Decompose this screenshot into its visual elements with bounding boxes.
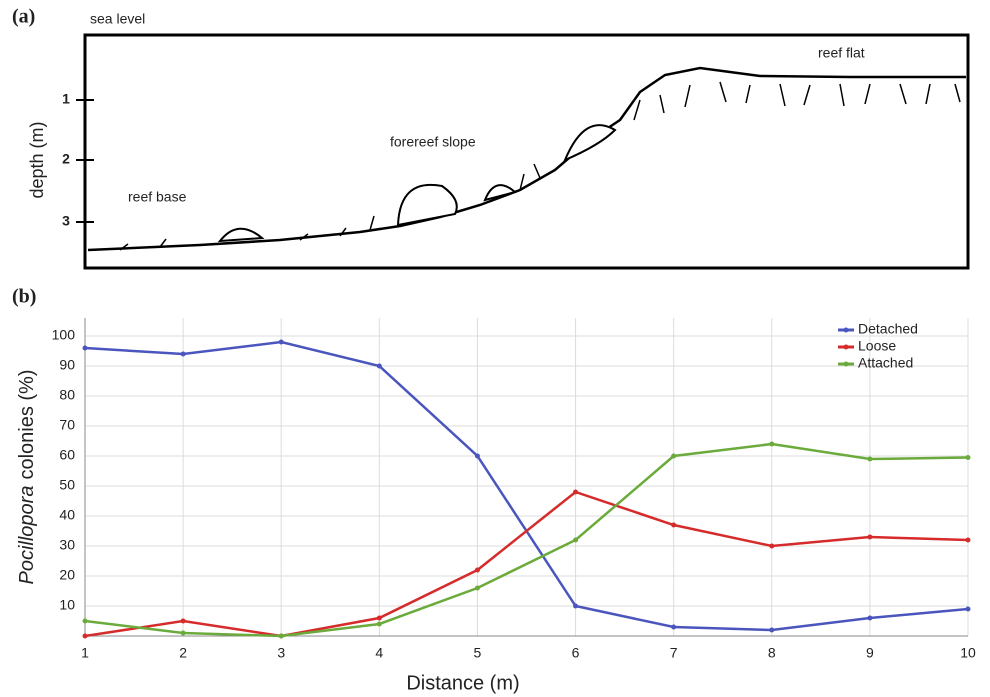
x-axis-title: Distance (m): [406, 672, 519, 694]
legend-label: Loose: [858, 338, 896, 354]
y-tick-label: 90: [59, 357, 75, 373]
legend-swatch-dot: [843, 327, 849, 333]
data-point: [278, 339, 284, 345]
y-tick-label: 100: [52, 327, 76, 343]
data-point: [965, 606, 971, 612]
panel-label: (b): [12, 286, 36, 308]
forereef-slope: forereef slope: [390, 134, 476, 150]
sea-level: sea level: [90, 11, 145, 27]
y-tick-label: 70: [59, 417, 75, 433]
series-line: [84, 490, 969, 638]
data-point: [671, 522, 677, 528]
x-tick-label: 9: [866, 645, 874, 661]
data-point: [671, 624, 677, 630]
legend-label: Detached: [858, 321, 918, 337]
data-point: [769, 441, 775, 447]
diagram-frame: [83, 33, 970, 270]
data-point: [867, 534, 873, 540]
boulder: [217, 227, 265, 243]
data-point: [769, 627, 775, 633]
x-tick-label: 1: [81, 645, 89, 661]
reef-base: reef base: [128, 189, 187, 205]
x-tick-label: 3: [277, 645, 285, 661]
data-point: [376, 621, 382, 627]
data-point: [769, 543, 775, 549]
data-point: [573, 603, 579, 609]
data-point: [180, 351, 186, 357]
y-tick-label: 60: [59, 447, 75, 463]
data-point: [965, 537, 971, 543]
data-point: [82, 618, 88, 624]
x-tick-label: 2: [179, 645, 187, 661]
y-axis-title-italic: Pocillopora: [16, 486, 38, 585]
coral-sketch: [119, 81, 961, 251]
data-point: [573, 489, 579, 495]
x-tick-label: 5: [474, 645, 482, 661]
data-point: [573, 537, 579, 543]
y-tick-label: 80: [59, 387, 75, 403]
data-point: [278, 633, 284, 639]
data-point: [474, 585, 480, 591]
y-tick-label: 40: [59, 507, 75, 523]
data-point: [965, 455, 971, 460]
depth-tick-label: 1: [62, 91, 70, 107]
reef-flat: reef flat: [818, 45, 865, 61]
data-point: [474, 453, 480, 459]
depth-axis-title: depth (m): [27, 121, 47, 198]
boulder: [396, 183, 458, 227]
data-point: [376, 615, 382, 621]
data-point: [82, 633, 88, 639]
legend-label: Attached: [858, 355, 913, 371]
boulder: [483, 184, 518, 202]
legend-swatch-dot: [843, 344, 849, 350]
depth-tick-label: 2: [62, 151, 70, 167]
y-tick-label: 30: [59, 537, 75, 553]
boulder: [563, 124, 617, 162]
data-point: [180, 630, 186, 636]
data-point: [376, 363, 382, 369]
data-point: [867, 615, 873, 621]
y-tick-label: 20: [59, 567, 75, 583]
y-axis-title: Pocillopora colonies (%): [16, 370, 38, 585]
panel-label: (a): [12, 6, 35, 28]
x-tick-label: 6: [572, 645, 580, 661]
x-tick-label: 8: [768, 645, 776, 661]
x-tick-label: 10: [960, 645, 976, 661]
x-tick-label: 7: [670, 645, 678, 661]
y-tick-label: 50: [59, 477, 75, 493]
legend-swatch-dot: [843, 361, 849, 367]
reef-profile: [87, 66, 966, 252]
data-point: [82, 345, 88, 351]
series-line: [84, 442, 969, 638]
depth-tick-label: 3: [62, 213, 70, 229]
y-tick-label: 10: [59, 597, 75, 613]
x-tick-label: 4: [375, 645, 383, 661]
data-point: [474, 567, 480, 573]
data-point: [867, 456, 873, 462]
y-axis-title-rest: colonies (%): [16, 370, 38, 480]
data-point: [671, 453, 677, 459]
data-point: [180, 618, 186, 624]
